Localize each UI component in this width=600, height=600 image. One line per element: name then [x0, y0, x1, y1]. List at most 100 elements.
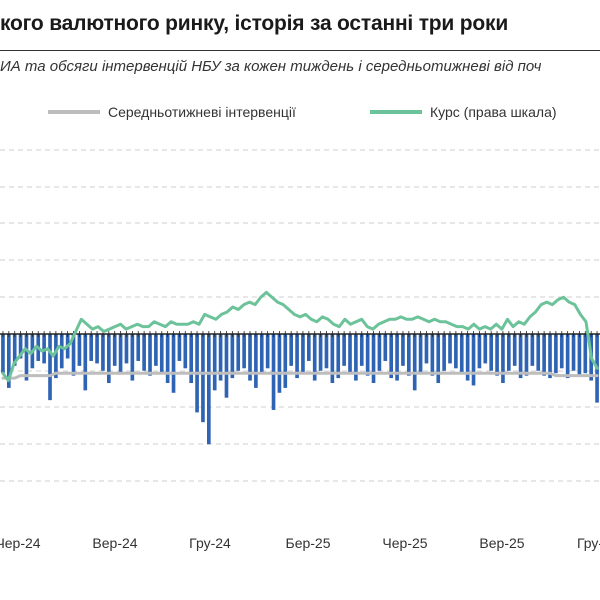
bar-37	[218, 334, 223, 381]
x-axis-ticks: Чер-24 Вер-24 Гру-24 Бер-25 Чер-25 Вер-25 Гру-	[0, 535, 600, 551]
bar-71	[418, 334, 423, 374]
bar-23	[136, 334, 141, 361]
bar-34	[201, 334, 205, 423]
bar-17	[101, 334, 105, 371]
bar-65	[383, 334, 388, 361]
bar-85	[501, 334, 505, 383]
bar-80	[471, 334, 476, 386]
bar-75	[442, 334, 446, 371]
bar-13	[77, 334, 82, 366]
bar-2	[12, 334, 17, 366]
bar-68	[401, 334, 405, 366]
bar-1	[7, 334, 11, 388]
bar-47	[277, 334, 282, 393]
x-tick-label-6: Гру-	[577, 535, 600, 551]
bar-22	[130, 334, 135, 381]
chart-subtitle: ИА та обсяги інтервенцій НБУ за кожен ти…	[0, 58, 542, 75]
bar-39	[230, 334, 235, 379]
bar-93	[548, 334, 552, 379]
bar-series	[1, 334, 599, 445]
bar-67	[395, 334, 399, 381]
bar-95	[559, 334, 564, 369]
bar-10	[59, 334, 64, 369]
bar-91	[536, 334, 541, 371]
bar-97	[571, 334, 576, 371]
x-tick-label-4: Чер-25	[382, 535, 427, 551]
bar-30	[177, 334, 182, 361]
bar-89	[524, 334, 529, 376]
bar-50	[295, 334, 299, 379]
bar-90	[530, 334, 535, 366]
bar-94	[554, 334, 558, 374]
bar-52	[307, 334, 311, 361]
x-tick-label-3: Бер-25	[286, 535, 331, 551]
bar-42	[248, 334, 252, 381]
bar-54	[318, 334, 323, 371]
bar-28	[165, 334, 170, 383]
bar-99	[583, 334, 588, 374]
bar-59	[348, 334, 352, 374]
gridlines	[0, 149, 600, 482]
bar-81	[477, 334, 482, 369]
bar-72	[424, 334, 429, 364]
legend-label-1: Курс (права шкала)	[430, 104, 557, 120]
bar-66	[389, 334, 393, 379]
bar-29	[171, 334, 176, 393]
bar-12	[71, 334, 76, 376]
bar-92	[542, 334, 546, 376]
x-tick-label-1: Вер-24	[92, 535, 137, 551]
bar-25	[148, 334, 152, 376]
bar-69	[407, 334, 411, 376]
bar-64	[377, 334, 382, 371]
bar-77	[454, 334, 458, 369]
bar-96	[565, 334, 570, 379]
bar-79	[465, 334, 470, 381]
bar-86	[507, 334, 511, 371]
bar-44	[259, 334, 264, 374]
bar-36	[212, 334, 217, 391]
exchange-rate-line	[1, 290, 599, 383]
bar-73	[430, 334, 435, 376]
bar-8	[48, 334, 52, 401]
bar-61	[359, 334, 364, 366]
bar-43	[254, 334, 258, 388]
bar-58	[342, 334, 346, 366]
bar-24	[142, 334, 146, 371]
bar-16	[95, 334, 99, 364]
bar-76	[448, 334, 452, 364]
chart-title: кого валютного ринку, історія за останні…	[0, 12, 509, 35]
bar-45	[265, 334, 270, 369]
bar-38	[224, 334, 229, 398]
x-tick-label-0: Чер-24	[0, 535, 41, 551]
bar-74	[436, 334, 441, 383]
bar-53	[312, 334, 317, 381]
bar-60	[354, 334, 358, 381]
bar-31	[183, 334, 188, 369]
title-rule	[0, 50, 600, 51]
bar-21	[124, 334, 129, 364]
bar-84	[495, 334, 499, 376]
bar-4	[24, 334, 29, 381]
bar-0	[1, 334, 5, 374]
average-intervention-line	[1, 371, 599, 380]
bar-3	[18, 334, 23, 359]
bar-48	[283, 334, 288, 388]
legend-label-0: Середньотижневі інтервенції	[108, 104, 296, 120]
bar-26	[154, 334, 158, 366]
bar-82	[483, 334, 488, 364]
bar-20	[118, 334, 123, 374]
bar-49	[289, 334, 293, 366]
zero-line-group	[0, 331, 600, 337]
bar-35	[207, 334, 211, 445]
bar-32	[189, 334, 193, 383]
legend: Середньотижневі інтервенції Курс (права ш…	[48, 104, 557, 120]
x-tick-label-2: Гру-24	[189, 535, 231, 551]
bar-78	[459, 334, 464, 374]
bar-15	[89, 334, 93, 361]
bar-14	[83, 334, 88, 391]
bar-87	[512, 334, 517, 366]
bar-70	[412, 334, 417, 391]
bar-57	[336, 334, 341, 379]
line-series	[1, 290, 599, 383]
bar-83	[489, 334, 493, 371]
